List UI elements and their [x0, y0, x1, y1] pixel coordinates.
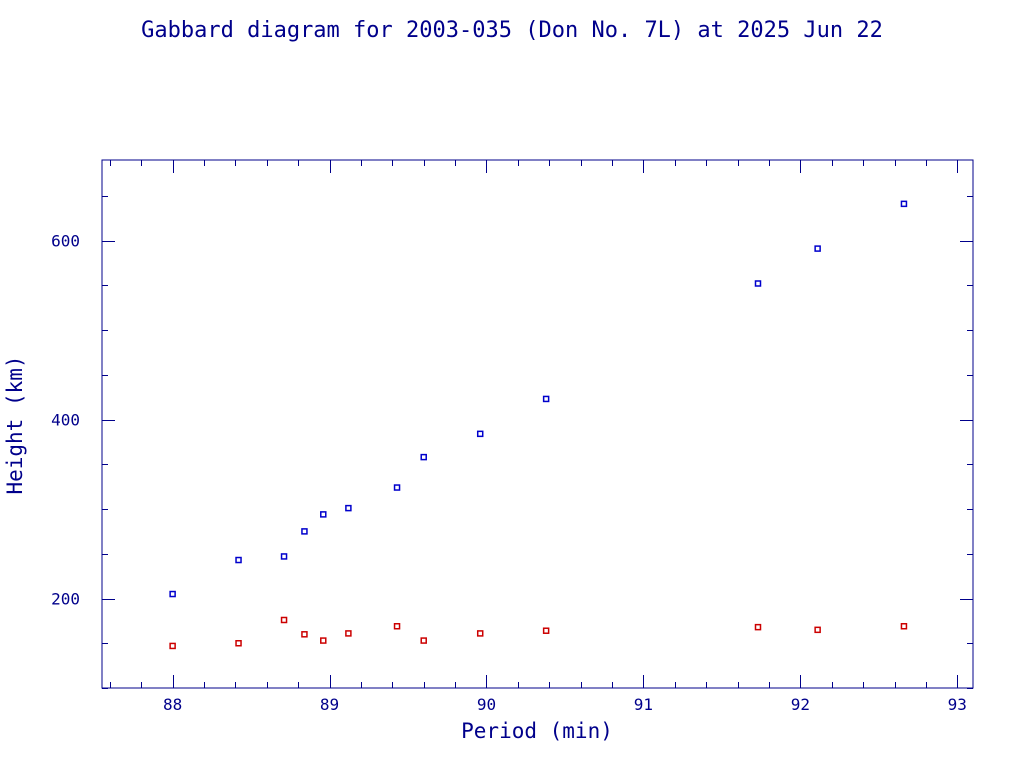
- y-axis-label: Height (km): [3, 355, 27, 494]
- apogee-point: [301, 528, 308, 535]
- apogee-point: [814, 245, 821, 252]
- apogee-point: [169, 590, 176, 598]
- apogee-point: [345, 504, 352, 512]
- perigee-point: [393, 623, 401, 630]
- perigee-point: [420, 637, 427, 644]
- x-tick-label: 92: [791, 695, 810, 714]
- plot-frame: [101, 159, 974, 689]
- perigee-point: [542, 627, 550, 634]
- y-tick-label: 600: [51, 232, 80, 251]
- axis-tick-labels: 88 89 90 91 92 93 200 400 600: [51, 232, 967, 714]
- apogee-point: [476, 430, 484, 438]
- axis-ticks: [102, 160, 973, 689]
- perigee-point: [320, 637, 327, 644]
- perigee-point: [235, 640, 242, 647]
- perigee-point: [476, 630, 484, 637]
- apogee-point: [320, 511, 327, 518]
- apogee-point: [393, 484, 401, 491]
- x-tick-label: 90: [477, 695, 496, 714]
- perigee-point: [814, 626, 821, 634]
- apogee-point: [235, 556, 242, 564]
- x-axis-label: Period (min): [461, 719, 613, 743]
- perigee-point: [169, 642, 176, 650]
- apogee-point: [542, 395, 550, 403]
- data-points: [169, 200, 908, 650]
- y-tick-label: 400: [51, 411, 80, 430]
- perigee-point: [345, 630, 352, 637]
- perigee-point: [754, 623, 762, 631]
- chart-title: Gabbard diagram for 2003-035 (Don No. 7L…: [141, 18, 883, 43]
- x-tick-label: 91: [634, 695, 653, 714]
- apogee-point: [420, 453, 427, 461]
- perigee-point: [900, 623, 908, 630]
- apogee-point: [754, 280, 762, 287]
- x-tick-label: 89: [320, 695, 339, 714]
- x-tick-label: 88: [163, 695, 182, 714]
- y-tick-label: 200: [51, 590, 80, 609]
- x-tick-label: 93: [948, 695, 967, 714]
- apogee-point: [900, 200, 908, 208]
- apogee-point: [280, 553, 288, 560]
- perigee-point: [280, 616, 288, 624]
- perigee-point: [301, 631, 308, 638]
